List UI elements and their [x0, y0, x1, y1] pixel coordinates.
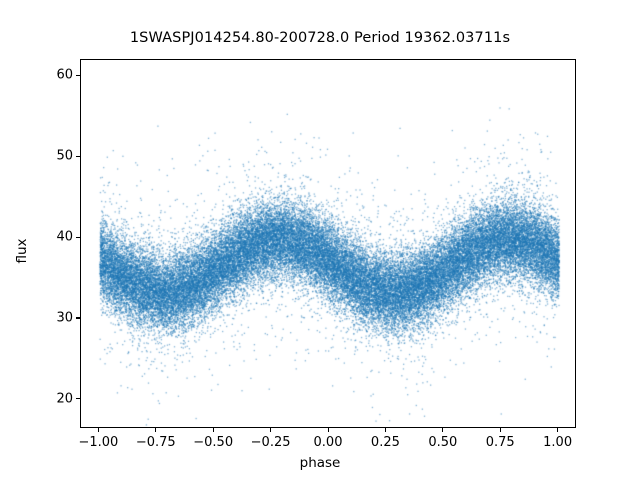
y-tick-mark	[76, 236, 80, 238]
x-tick-label: 0.50	[428, 435, 458, 450]
x-tick-label: 1.00	[543, 435, 573, 450]
y-tick-label: 40	[56, 229, 73, 245]
x-tick-mark	[557, 428, 559, 432]
x-tick-mark	[212, 428, 214, 432]
scatter-plot-canvas	[81, 60, 575, 427]
x-tick-mark	[499, 428, 501, 432]
y-tick-label: 20	[56, 391, 73, 407]
x-tick-mark	[384, 428, 386, 432]
y-tick-mark	[76, 155, 80, 157]
y-tick-label: 60	[56, 67, 73, 83]
x-tick-label: −0.50	[193, 435, 234, 450]
x-tick-mark	[97, 428, 99, 432]
x-axis-label: phase	[299, 455, 341, 471]
x-tick-label: −1.00	[78, 435, 119, 450]
y-tick-label: 30	[56, 310, 73, 326]
y-tick-mark	[76, 398, 80, 400]
x-tick-label: −0.25	[250, 435, 291, 450]
x-tick-mark	[155, 428, 157, 432]
plot-axes	[80, 59, 576, 428]
x-tick-mark	[327, 428, 329, 432]
x-tick-label: 0.25	[370, 435, 400, 450]
x-tick-label: 0.75	[485, 435, 515, 450]
x-tick-mark	[270, 428, 272, 432]
y-axis-label: flux	[14, 238, 30, 264]
x-tick-label: −0.75	[135, 435, 176, 450]
x-tick-label: 0.00	[313, 435, 343, 450]
y-tick-label: 50	[56, 148, 73, 164]
y-tick-mark	[76, 74, 80, 76]
page-title: 1SWASPJ014254.80-200728.0 Period 19362.0…	[129, 30, 511, 46]
x-tick-mark	[442, 428, 444, 432]
y-tick-mark	[76, 317, 80, 319]
